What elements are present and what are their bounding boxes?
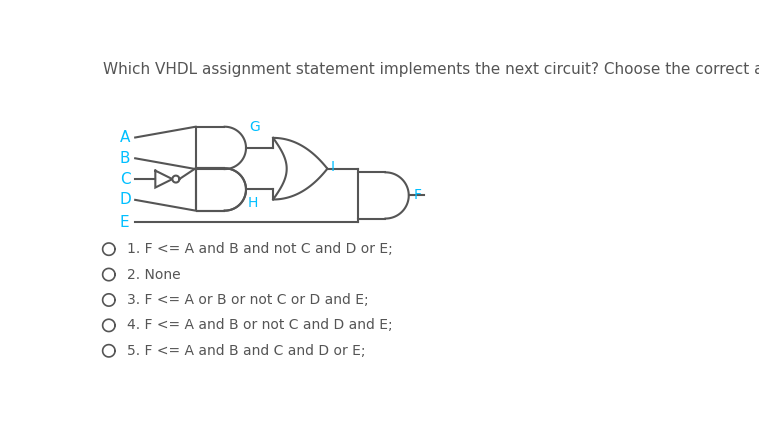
Text: 3. F <= A or B or not C or D and E;: 3. F <= A or B or not C or D and E; [128,293,369,307]
Text: Which VHDL assignment statement implements the next circuit? Choose the correct : Which VHDL assignment statement implemen… [102,62,759,77]
Text: I: I [330,160,335,174]
Text: B: B [120,151,131,166]
Text: C: C [120,172,131,187]
Text: 4. F <= A and B or not C and D and E;: 4. F <= A and B or not C and D and E; [128,319,393,332]
Text: 5. F <= A and B and C and D or E;: 5. F <= A and B and C and D or E; [128,344,366,358]
Text: G: G [249,120,260,134]
Text: H: H [247,196,258,209]
Text: 1. F <= A and B and not C and D or E;: 1. F <= A and B and not C and D or E; [128,242,393,256]
Text: A: A [120,130,130,145]
Text: D: D [120,192,131,207]
Text: F: F [414,188,421,202]
Text: 2. None: 2. None [128,268,181,282]
Text: E: E [120,215,129,230]
